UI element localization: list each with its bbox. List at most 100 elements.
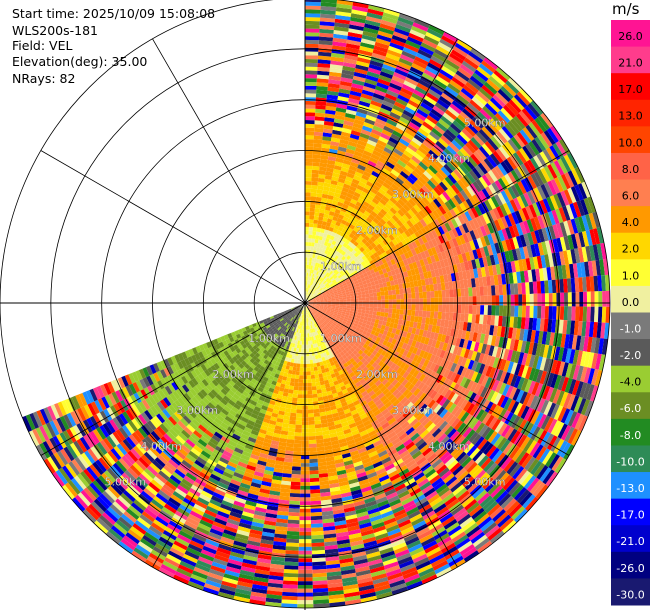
velocity-cell — [526, 232, 534, 246]
velocity-cell — [344, 152, 354, 159]
velocity-cell — [388, 290, 393, 296]
velocity-cell — [305, 120, 315, 125]
velocity-cell — [307, 276, 310, 281]
velocity-cell — [445, 59, 460, 71]
velocity-cell — [492, 94, 506, 108]
velocity-cell — [596, 227, 604, 244]
velocity-cell — [313, 408, 320, 414]
velocity-cell — [340, 278, 345, 283]
velocity-cell — [353, 217, 360, 224]
velocity-cell — [450, 49, 466, 61]
velocity-cell — [355, 223, 362, 230]
velocity-cell — [311, 378, 316, 383]
velocity-cell — [391, 285, 396, 291]
velocity-cell — [399, 260, 405, 268]
velocity-cell — [331, 240, 337, 246]
velocity-cell — [391, 214, 400, 222]
velocity-cell — [415, 260, 422, 268]
velocity-cell — [314, 274, 318, 279]
velocity-cell — [383, 125, 394, 134]
velocity-cell — [548, 306, 553, 320]
velocity-cell — [375, 284, 380, 289]
velocity-cell — [472, 239, 480, 250]
velocity-cell — [319, 232, 324, 237]
velocity-cell — [418, 292, 424, 299]
velocity-cell — [469, 119, 482, 132]
velocity-cell — [331, 267, 336, 272]
velocity-cell — [383, 222, 391, 230]
velocity-cell — [312, 584, 328, 589]
velocity-cell — [544, 306, 549, 319]
velocity-cell — [316, 263, 321, 268]
velocity-cell — [465, 296, 469, 306]
velocity-cell — [311, 531, 324, 536]
velocity-cell — [440, 166, 451, 177]
velocity-cell — [376, 265, 382, 272]
velocity-cell — [349, 265, 355, 270]
velocity-cell — [348, 257, 354, 263]
velocity-cell — [312, 273, 315, 278]
velocity-cell — [285, 542, 299, 547]
velocity-cell — [478, 257, 485, 268]
velocity-cell — [418, 161, 429, 171]
velocity-cell — [398, 13, 416, 23]
velocity-cell — [445, 188, 454, 199]
velocity-cell — [376, 307, 382, 312]
velocity-cell — [446, 161, 457, 172]
velocity-cell — [428, 58, 444, 70]
velocity-cell — [510, 136, 523, 150]
velocity-cell — [521, 305, 527, 318]
velocity-cell — [337, 289, 342, 293]
velocity-cell — [367, 256, 373, 262]
velocity-cell — [309, 211, 315, 216]
velocity-cell — [397, 255, 403, 262]
velocity-cell — [294, 432, 302, 437]
velocity-cell — [502, 305, 507, 317]
velocity-cell — [361, 174, 370, 181]
velocity-cell — [528, 141, 540, 156]
velocity-cell — [528, 204, 538, 218]
velocity-cell — [348, 137, 359, 144]
velocity-cell — [395, 309, 401, 315]
velocity-cell — [350, 244, 357, 250]
velocity-cell — [351, 178, 360, 185]
velocity-cell — [314, 127, 324, 133]
velocity-cell — [404, 106, 417, 116]
velocity-cell — [310, 295, 314, 298]
velocity-cell — [393, 222, 401, 230]
velocity-cell — [412, 115, 425, 125]
velocity-cell — [422, 98, 435, 109]
velocity-cell — [305, 196, 311, 201]
velocity-cell — [484, 102, 498, 116]
velocity-cell — [346, 105, 358, 112]
velocity-cell — [412, 274, 418, 282]
velocity-cell — [454, 255, 461, 265]
velocity-cell — [380, 185, 389, 193]
velocity-cell — [559, 236, 567, 252]
velocity-cell — [506, 156, 518, 170]
velocity-cell — [375, 38, 391, 46]
velocity-cell — [443, 148, 455, 159]
velocity-cell — [332, 37, 348, 44]
velocity-cell — [324, 117, 335, 123]
velocity-cell — [413, 89, 426, 99]
velocity-cell — [418, 310, 423, 317]
velocity-cell — [333, 30, 349, 36]
velocity-cell — [440, 92, 454, 104]
velocity-cell — [311, 542, 325, 547]
velocity-cell — [351, 220, 358, 227]
velocity-cell — [530, 244, 537, 258]
velocity-cell — [316, 74, 330, 80]
velocity-cell — [363, 258, 370, 264]
velocity-cell — [296, 401, 303, 406]
velocity-cell — [334, 255, 339, 260]
velocity-cell — [456, 150, 468, 162]
velocity-cell — [352, 262, 358, 268]
velocity-cell — [305, 78, 317, 83]
velocity-cell — [441, 224, 449, 234]
velocity-cell — [307, 409, 314, 414]
velocity-cell — [506, 201, 515, 214]
velocity-cell — [325, 282, 329, 287]
velocity-cell — [426, 298, 431, 305]
velocity-cell — [338, 282, 343, 286]
